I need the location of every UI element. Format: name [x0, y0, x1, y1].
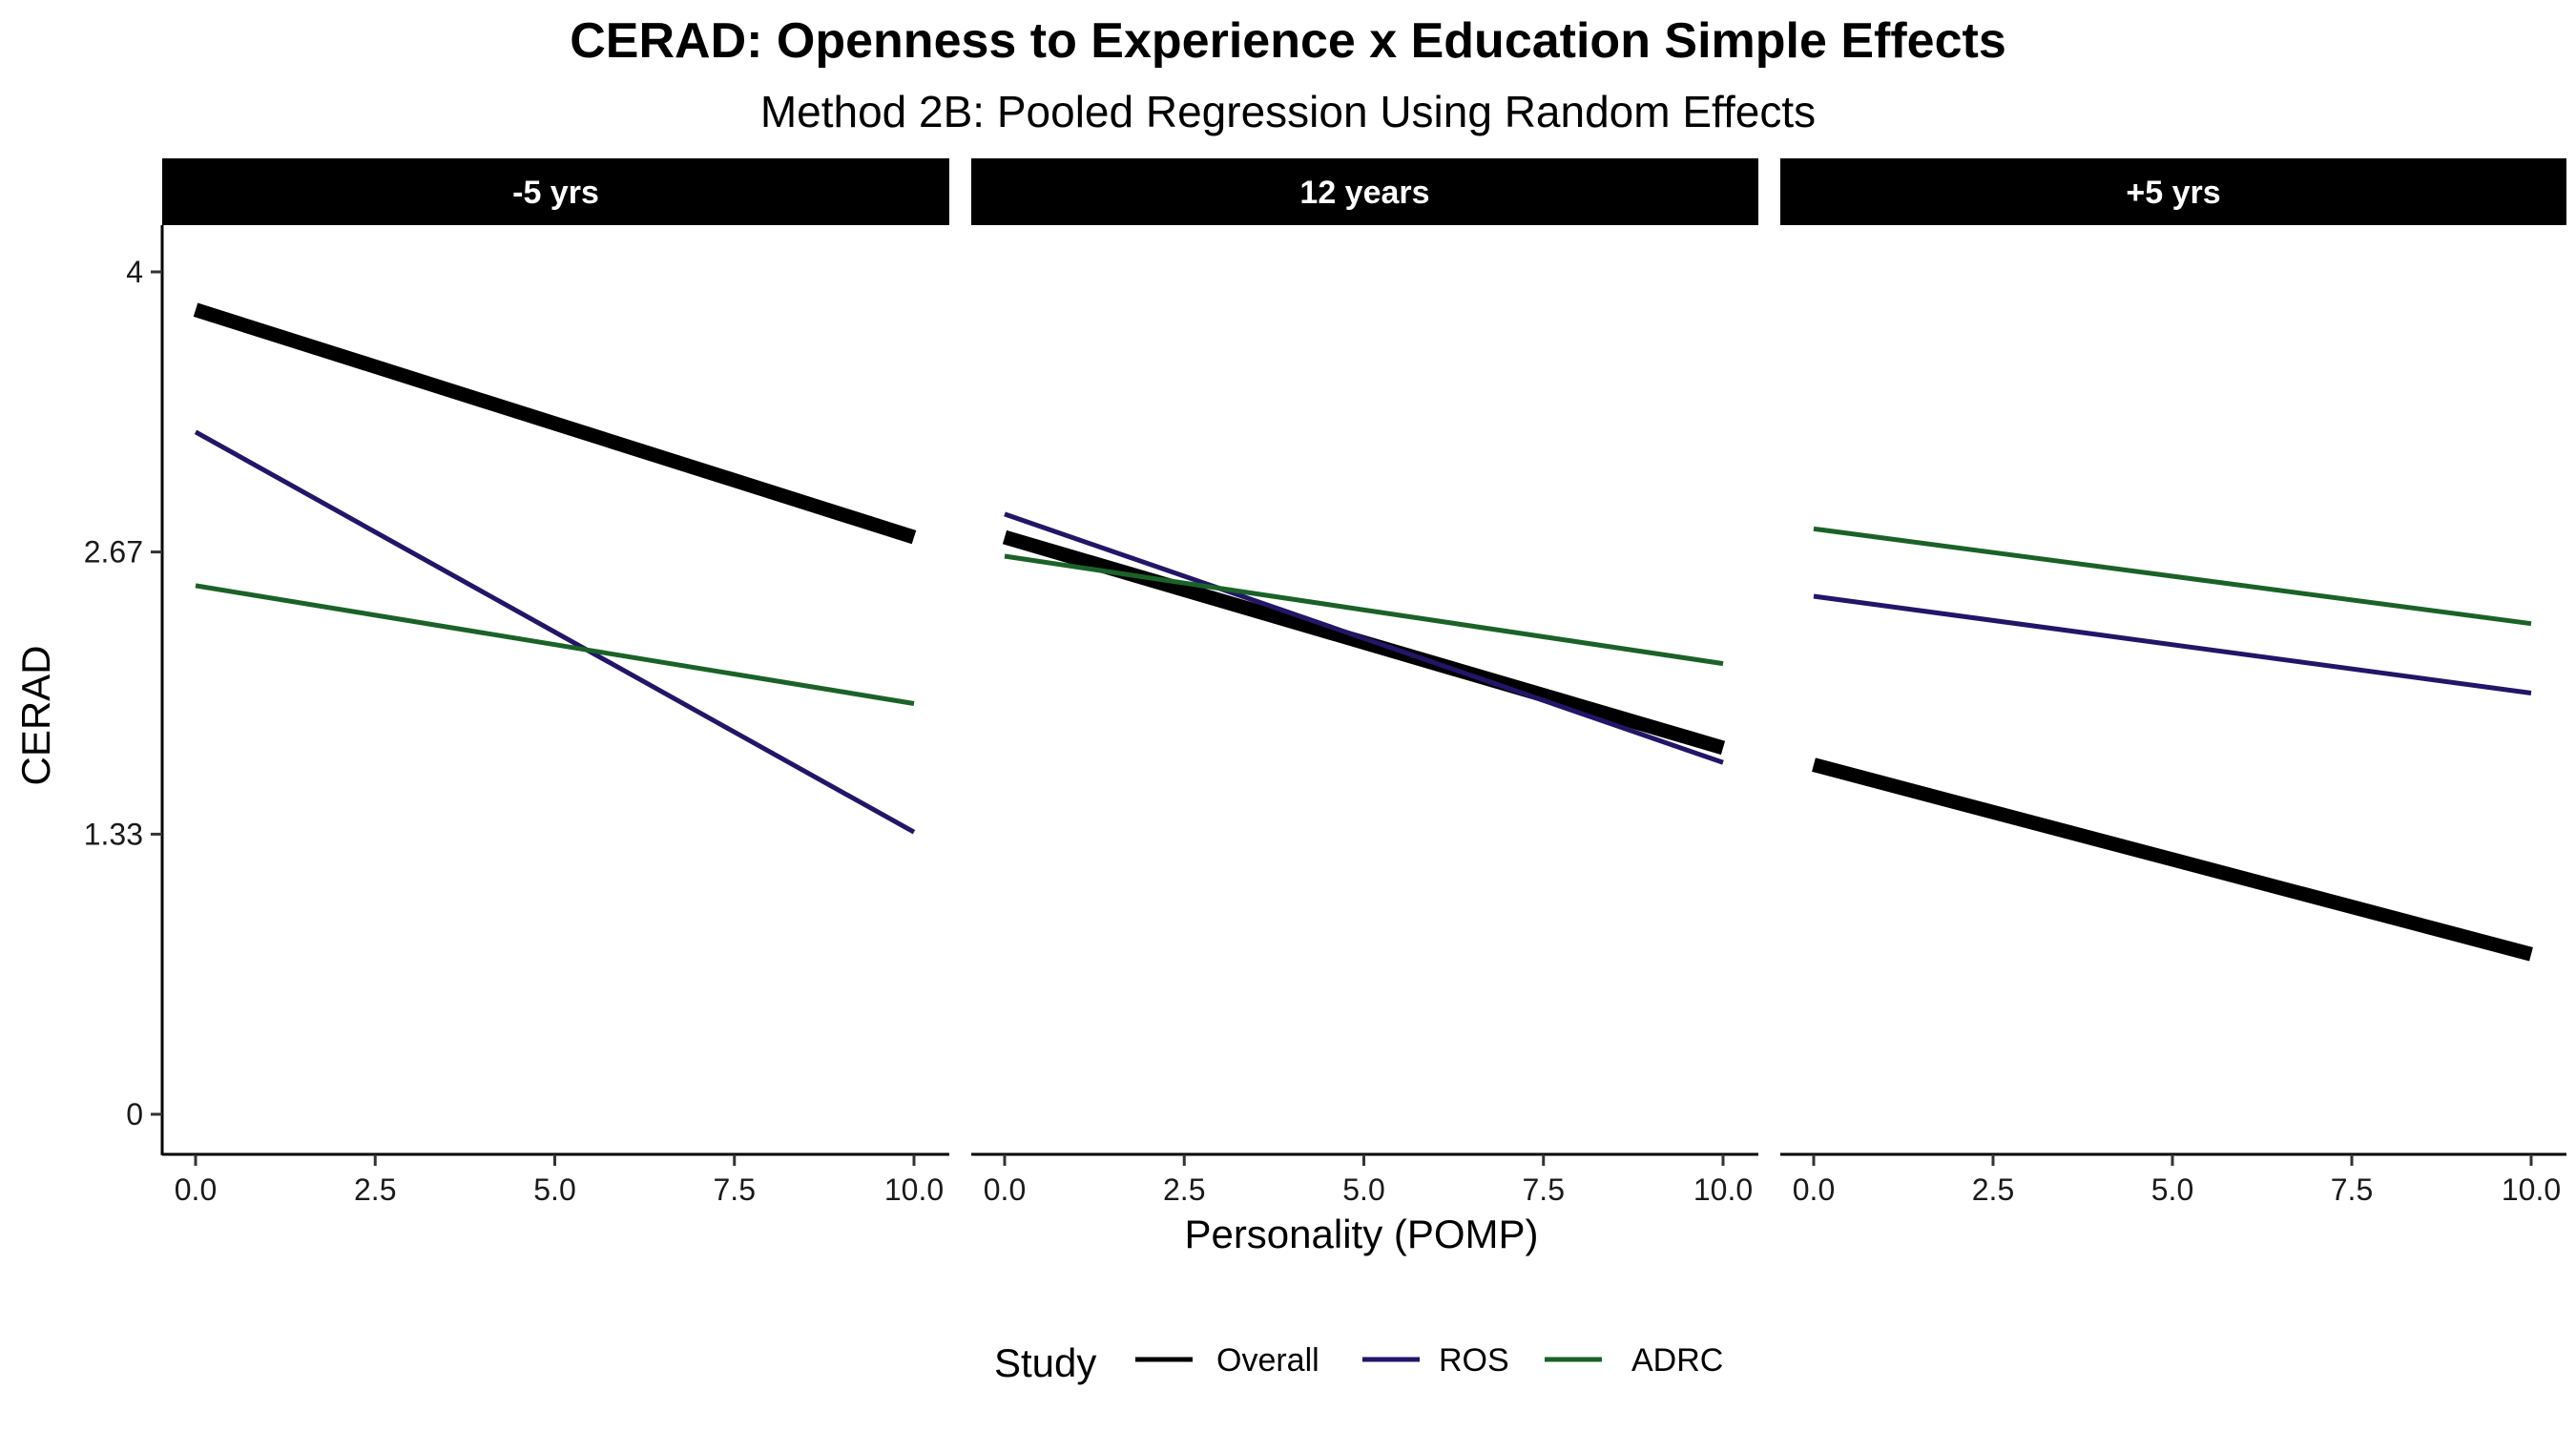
chart-subtitle: Method 2B: Pooled Regression Using Rando… — [760, 87, 1816, 136]
panel-3-strip — [1780, 158, 2566, 225]
panel-2-x-tick-label: 7.5 — [1523, 1172, 1565, 1207]
panel-2-strip — [971, 158, 1758, 225]
legend-title: Study — [994, 1340, 1096, 1385]
y-axis-title: CERAD — [13, 645, 58, 785]
panel-3-series-adrc — [1813, 526, 2532, 627]
panel-1-strip-label: -5 yrs — [512, 175, 599, 211]
y-tick-label: 1.33 — [84, 817, 143, 851]
facet-panels: -5 yrs 0.0 2.5 5.0 7.5 10.0 12 years 0.0 2.5 5.0 7… — [84, 158, 2566, 1207]
panel-1-x-tick-label: 7.5 — [714, 1172, 756, 1207]
panel-2-series-adrc — [1004, 553, 1724, 667]
panel-1-series-adrc — [195, 583, 915, 706]
legend-label-adrc: ADRC — [1631, 1342, 1723, 1379]
panel-1-x-tick-label: 5.0 — [533, 1172, 575, 1207]
y-tick-label: 4 — [126, 255, 143, 289]
panel-3-series-overall — [1812, 757, 2533, 962]
panel-1-x-tick-label: 0.0 — [175, 1172, 217, 1207]
panel-2-x-tick-label: 10.0 — [1693, 1172, 1753, 1207]
panel-2-x-tick-label: 2.5 — [1163, 1172, 1205, 1207]
panel-2: 12 years 0.0 2.5 5.0 7.5 10.0 — [971, 158, 1758, 1207]
legend: Study Overall ROS ADRC — [994, 1340, 1723, 1385]
panel-3-strip-label: +5 yrs — [2126, 175, 2220, 211]
chart-title: CERAD: Openness to Experience x Educatio… — [570, 13, 2006, 69]
panel-3-x-tick-label: 5.0 — [2151, 1172, 2193, 1207]
x-axis-title: Personality (POMP) — [1184, 1212, 1538, 1256]
panel-3-x-tick-label: 7.5 — [2331, 1172, 2373, 1207]
panel-1-x-tick-label: 10.0 — [884, 1172, 944, 1207]
legend-label-overall: Overall — [1216, 1342, 1319, 1379]
panel-1-series-ros — [194, 429, 916, 835]
panel-1: -5 yrs 0.0 2.5 5.0 7.5 10.0 — [162, 158, 949, 1207]
panel-3-x-tick-label: 10.0 — [2502, 1172, 2561, 1207]
panel-3-x-tick-label: 0.0 — [1793, 1172, 1835, 1207]
panel-2-series-overall — [1002, 529, 1726, 756]
legend-label-ros: ROS — [1439, 1342, 1509, 1379]
panel-3-series-ros — [1813, 593, 2532, 695]
y-tick-label: 2.67 — [84, 535, 143, 570]
panel-2-series-ros — [1004, 511, 1724, 765]
panel-2-strip-label: 12 years — [1299, 175, 1429, 211]
panel-3-x-tick-label: 2.5 — [1972, 1172, 2014, 1207]
y-tick-label: 0 — [126, 1097, 143, 1131]
panel-1-x-tick-label: 2.5 — [354, 1172, 396, 1207]
panel-3: +5 yrs 0.0 2.5 5.0 7.5 10.0 — [1780, 158, 2566, 1207]
panel-2-x-tick-label: 5.0 — [1342, 1172, 1384, 1207]
panel-1-series-overall — [193, 302, 917, 545]
panel-2-x-tick-label: 0.0 — [984, 1172, 1026, 1207]
panel-1-strip — [162, 158, 949, 225]
